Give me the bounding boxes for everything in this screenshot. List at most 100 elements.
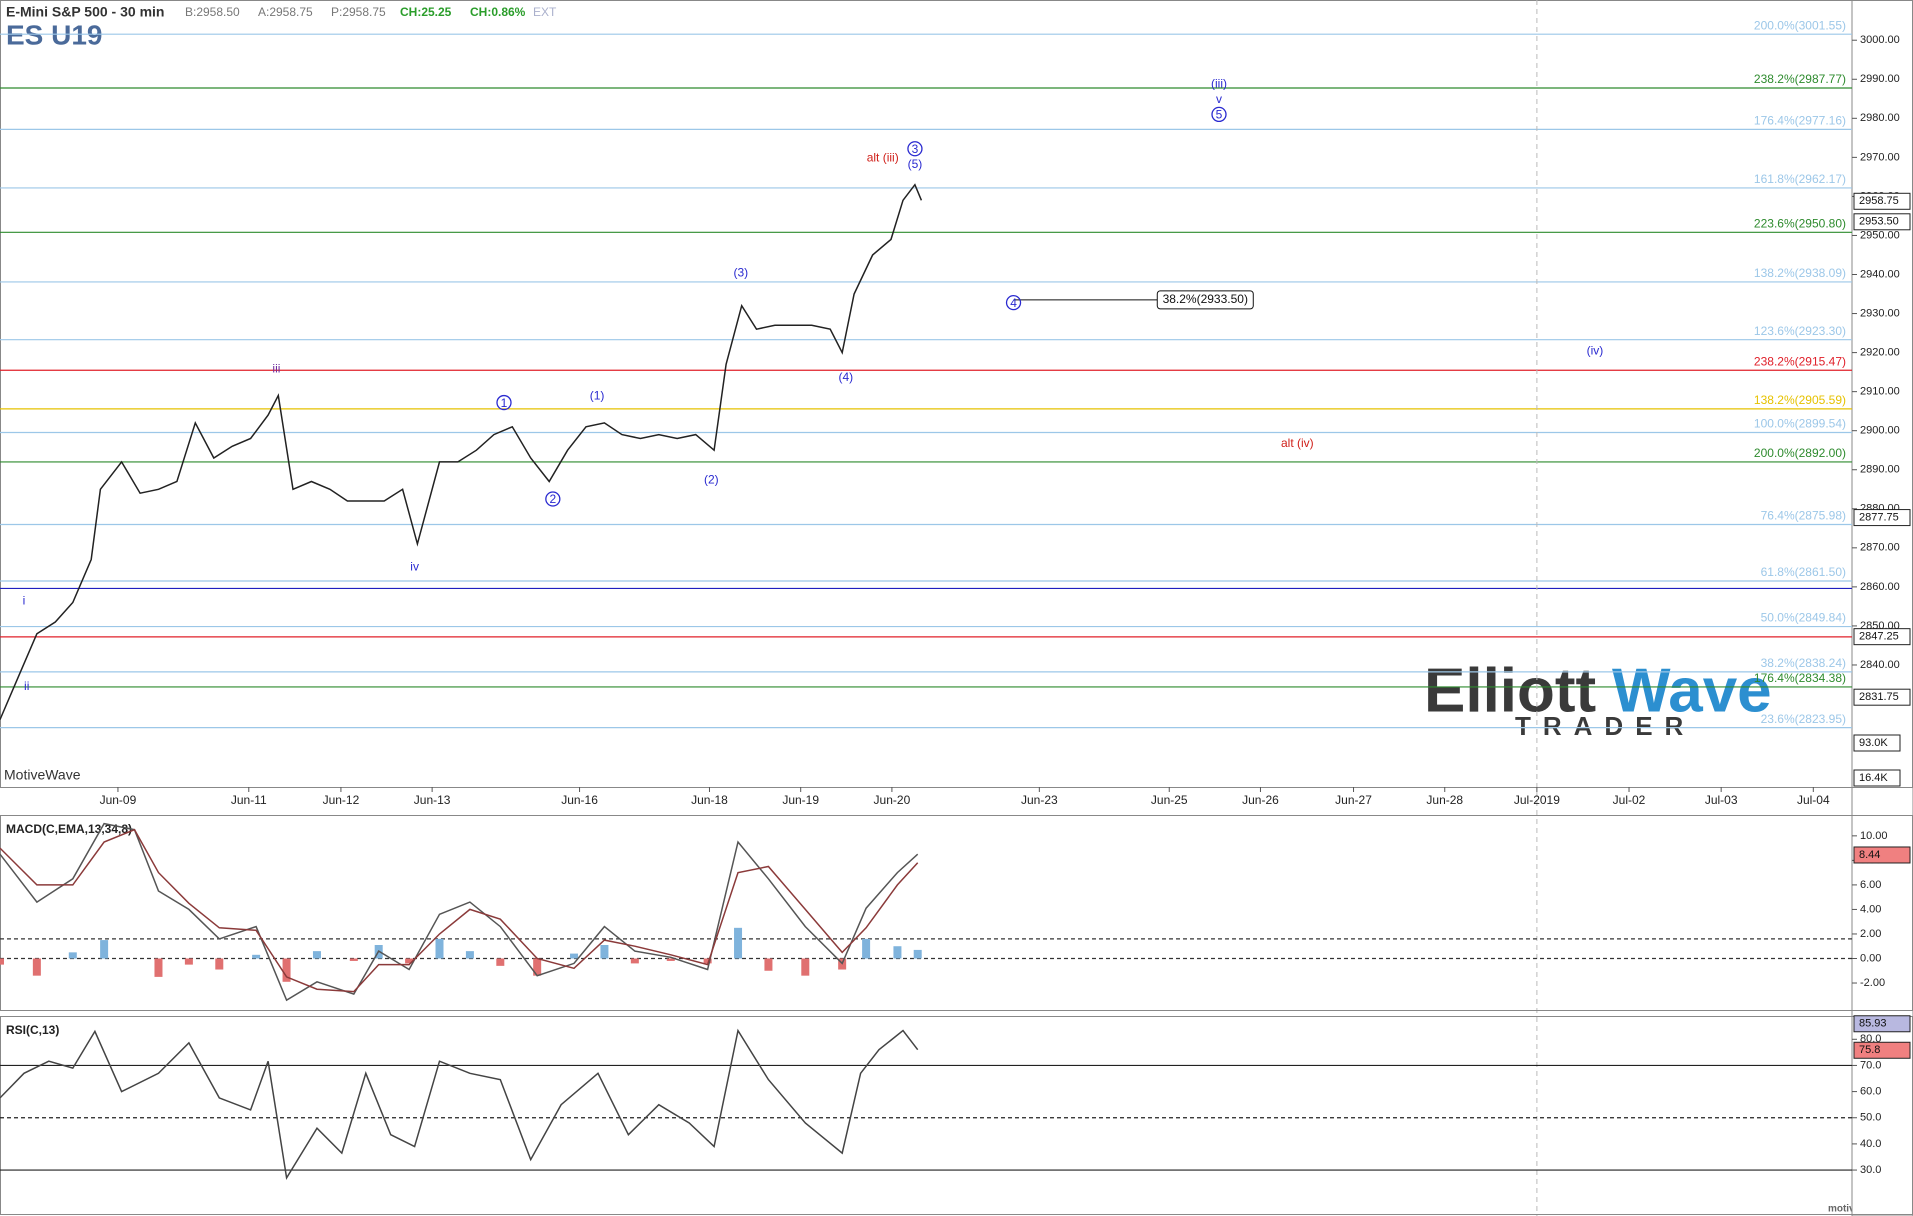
y-tick-label: 2930.00 xyxy=(1860,307,1900,319)
y-tick-label: -2.00 xyxy=(1860,977,1885,989)
x-tick-label: Jun-12 xyxy=(323,793,360,807)
symbol: ES U19 xyxy=(6,19,103,50)
histogram-bar xyxy=(913,949,922,959)
wave-label: (5) xyxy=(908,157,923,171)
histogram-bar xyxy=(184,958,193,965)
price-box-label: 2958.75 xyxy=(1859,195,1899,207)
y-tick-label: 3000.00 xyxy=(1860,34,1900,46)
y-tick-label: 2990.00 xyxy=(1860,73,1900,85)
y-tick-label: 2890.00 xyxy=(1860,464,1900,476)
wave-label: (iii) xyxy=(1211,76,1227,90)
y-tick-label: 4.00 xyxy=(1860,903,1881,915)
wave-label: 2 xyxy=(549,492,556,506)
x-tick-label: Jun-11 xyxy=(231,793,267,807)
y-tick-label: 70.0 xyxy=(1860,1059,1881,1071)
wave-circle xyxy=(1211,106,1227,123)
volume-label: 16.4K xyxy=(1859,772,1888,784)
level-label: 176.4%(2977.16) xyxy=(1754,114,1846,128)
histogram-bar xyxy=(435,938,444,959)
level-label: 138.2%(2938.09) xyxy=(1754,266,1846,280)
wave-label: (2) xyxy=(704,473,719,487)
price-box xyxy=(1853,1041,1911,1059)
level-label: 100.0%(2899.54) xyxy=(1754,417,1846,431)
wave-label: iv xyxy=(410,559,419,573)
price-box-label: 75.8 xyxy=(1859,1044,1880,1056)
histogram-bar xyxy=(496,958,505,966)
series-line xyxy=(0,828,919,993)
x-tick-label: Jul-04 xyxy=(1797,793,1830,807)
change-pct: CH:0.86% xyxy=(470,5,526,19)
histogram-bar xyxy=(68,952,77,959)
series-line xyxy=(0,822,919,1002)
x-tick-label: Jun-13 xyxy=(414,793,451,807)
watermark: MotiveWave xyxy=(4,767,81,783)
x-tick-label: Jun-18 xyxy=(691,793,728,807)
wave-circle xyxy=(1005,294,1022,311)
price-box xyxy=(1853,628,1911,646)
x-tick-label: Jun-28 xyxy=(1426,793,1463,807)
y-tick-label: 2870.00 xyxy=(1860,542,1900,554)
y-tick-label: 50.0 xyxy=(1860,1112,1881,1124)
y-tick-label: 2880.00 xyxy=(1860,503,1900,515)
price-box-label: 2953.50 xyxy=(1859,216,1899,228)
price-box xyxy=(1853,688,1911,706)
histogram-bar xyxy=(666,958,675,961)
x-tick-label: Jun-09 xyxy=(100,793,137,807)
level-label: 138.2%(2905.59) xyxy=(1754,393,1846,407)
level-label: 123.6%(2923.30) xyxy=(1754,324,1846,338)
y-tick-label: 2970.00 xyxy=(1860,151,1900,163)
histogram-bar xyxy=(703,958,712,964)
histogram-bar xyxy=(893,946,902,959)
wave-circle xyxy=(545,491,561,507)
y-tick-label: 60.0 xyxy=(1860,1085,1881,1097)
wave-label: 4 xyxy=(1010,296,1017,310)
level-label: 200.0%(3001.55) xyxy=(1754,18,1846,32)
histogram-bar xyxy=(282,958,291,982)
wave-circle xyxy=(496,394,512,411)
y-tick-label: 2910.00 xyxy=(1860,386,1900,398)
histogram-bar xyxy=(734,927,743,959)
volume-box xyxy=(1853,734,1901,752)
y-tick-label: 2980.00 xyxy=(1860,112,1900,124)
series-line xyxy=(0,1028,919,1181)
logo-word1: Elliott xyxy=(1424,656,1596,725)
price-box-label: 8.44 xyxy=(1859,849,1880,861)
y-tick-label: 30.0 xyxy=(1860,1164,1881,1176)
level-label: 223.6%(2950.80) xyxy=(1754,217,1846,231)
level-label: 200.0%(2892.00) xyxy=(1754,446,1846,460)
y-tick-label: 2.00 xyxy=(1860,928,1881,940)
volume-label: 93.0K xyxy=(1859,737,1888,749)
level-label: 61.8%(2861.50) xyxy=(1761,565,1846,579)
y-tick-label: 2950.00 xyxy=(1860,229,1900,241)
change: CH:25.25 xyxy=(400,5,452,19)
wave-label: alt (iii) xyxy=(867,151,899,165)
price-box xyxy=(1853,213,1911,231)
wave-label: v xyxy=(1216,92,1222,106)
y-tick-label: 2900.00 xyxy=(1860,425,1900,437)
x-tick-label: Jun-16 xyxy=(561,793,598,807)
histogram-bar xyxy=(630,958,639,964)
ask: A:2958.75 xyxy=(258,5,313,19)
histogram-bar xyxy=(405,958,414,964)
level-label: 50.0%(2849.84) xyxy=(1761,611,1846,625)
last: P:2958.75 xyxy=(331,5,386,19)
y-tick-label: 6.00 xyxy=(1860,879,1881,891)
x-tick-label: Jul-02 xyxy=(1613,793,1646,807)
histogram-bar xyxy=(252,954,261,959)
y-tick-label: 2860.00 xyxy=(1860,581,1900,593)
wave-label: 3 xyxy=(912,142,919,156)
price-box xyxy=(1853,846,1911,864)
price-box-label: 85.93 xyxy=(1859,1018,1887,1030)
level-label: 161.8%(2962.17) xyxy=(1754,172,1846,186)
y-tick-label: 2920.00 xyxy=(1860,347,1900,359)
logo-word2: Wave xyxy=(1612,656,1772,725)
price-box-label: 2877.75 xyxy=(1859,511,1899,523)
price-box xyxy=(1853,509,1911,527)
session: EXT xyxy=(533,5,557,19)
histogram-bar xyxy=(570,953,579,959)
wave-circle xyxy=(907,141,923,157)
histogram-bar xyxy=(533,958,542,976)
histogram-bar xyxy=(0,958,4,965)
